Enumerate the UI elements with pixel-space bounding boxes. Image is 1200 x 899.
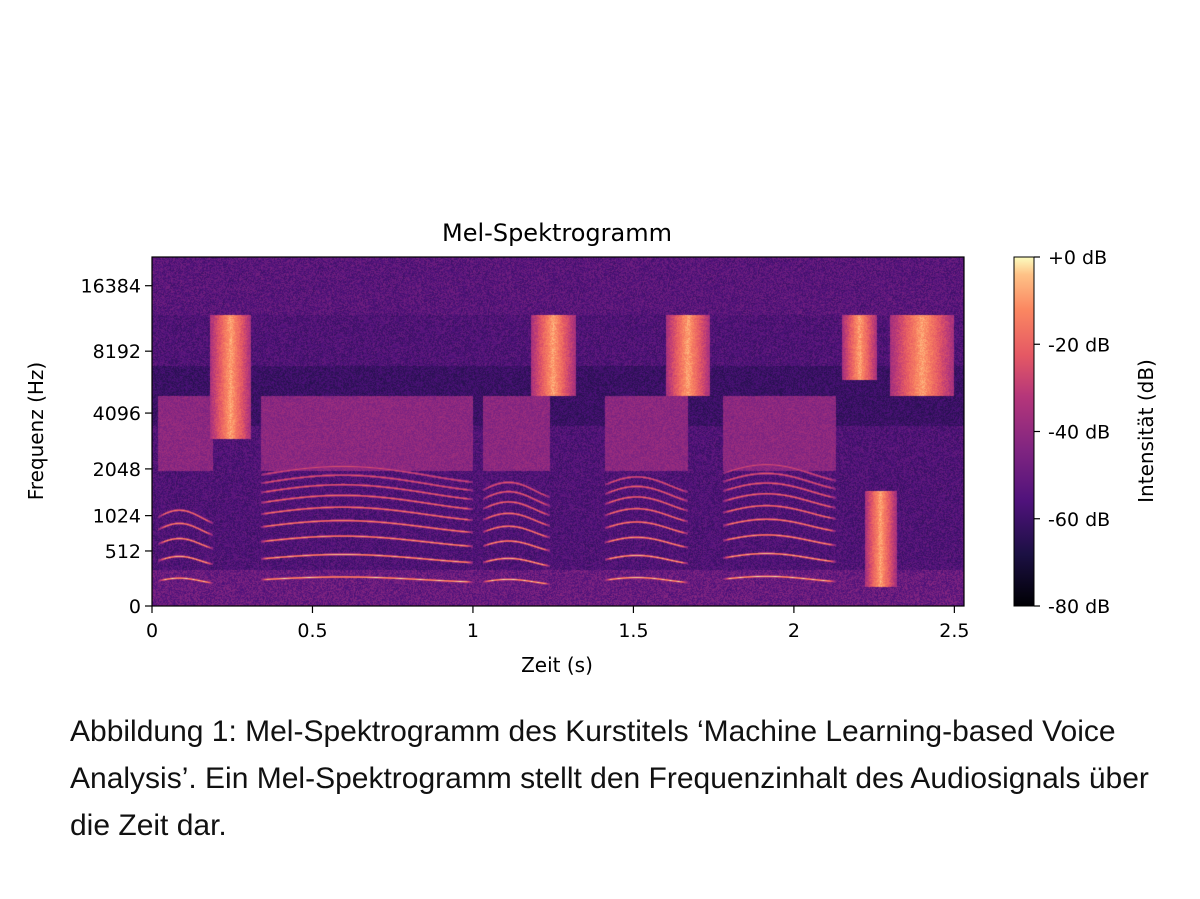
colorbar xyxy=(1013,256,1035,607)
plot-frame xyxy=(151,256,965,607)
x-tick-label: 2 xyxy=(788,620,800,642)
colorbar-tick-label: +0 dB xyxy=(1048,247,1107,269)
colorbar-label: Intensität (dB) xyxy=(1134,359,1158,503)
colorbar-tick-label: -60 dB xyxy=(1048,509,1110,531)
colorbar-tick-label: -40 dB xyxy=(1048,422,1110,444)
x-tick-label: 2.5 xyxy=(939,620,969,642)
y-tick-label: 8192 xyxy=(93,341,141,363)
x-tick-label: 1.5 xyxy=(618,620,648,642)
colorbar-axis: +0 dB -20 dB -40 dB -60 dB -80 dB xyxy=(1034,247,1110,618)
y-tick-label: 0 xyxy=(129,596,141,618)
x-tick-label: 0.5 xyxy=(297,620,327,642)
x-axis: 0 0.5 1 1.5 2 2.5 xyxy=(146,606,969,642)
y-tick-label: 1024 xyxy=(93,506,141,528)
y-tick-label: 16384 xyxy=(81,276,141,298)
y-axis: 0 512 1024 2048 4096 8192 16384 xyxy=(81,276,152,618)
colorbar-tick-label: -80 dB xyxy=(1048,596,1110,618)
y-tick-label: 512 xyxy=(105,541,141,563)
spectrogram-heatmap xyxy=(152,257,964,606)
x-tick-label: 1 xyxy=(467,620,479,642)
colorbar-tick-label: -20 dB xyxy=(1048,334,1110,356)
mel-spectrogram-chart: Mel-Spektrogramm 0 0.5 1 1.5 2 2.5 0 512 1024 20… xyxy=(24,219,1158,677)
chart-title: Mel-Spektrogramm xyxy=(442,219,672,247)
y-tick-label: 2048 xyxy=(93,459,141,481)
y-tick-label: 4096 xyxy=(93,403,141,425)
x-tick-label: 0 xyxy=(146,620,158,642)
figure-caption: Abbildung 1: Mel-Spektrogramm des Kursti… xyxy=(70,715,1149,842)
x-axis-label: Zeit (s) xyxy=(521,653,593,677)
y-axis-label: Frequenz (Hz) xyxy=(24,362,48,501)
